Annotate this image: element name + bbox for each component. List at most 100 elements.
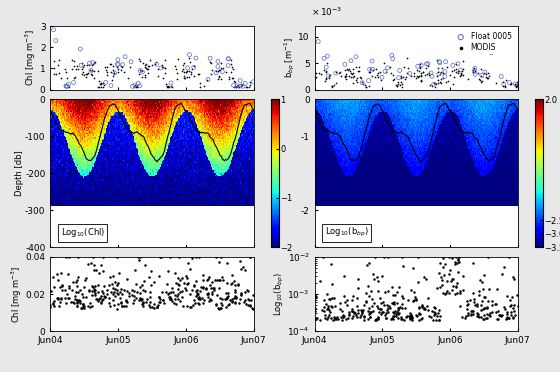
Point xyxy=(68,299,77,305)
Point xyxy=(339,293,348,299)
Point xyxy=(206,55,214,61)
Point xyxy=(332,70,340,76)
Point xyxy=(374,288,383,294)
Point xyxy=(447,68,456,74)
Point xyxy=(49,274,58,280)
Point xyxy=(474,76,483,82)
Point xyxy=(166,83,175,89)
Point xyxy=(81,275,90,281)
Point xyxy=(474,288,483,294)
Point xyxy=(74,254,83,260)
Point xyxy=(394,75,403,81)
Point xyxy=(231,295,240,301)
Point xyxy=(485,286,494,292)
Point xyxy=(403,70,412,76)
Point xyxy=(469,311,478,317)
Point xyxy=(388,300,396,306)
Point xyxy=(190,282,199,288)
Point xyxy=(479,70,488,76)
Point xyxy=(353,295,362,301)
Point xyxy=(201,285,210,291)
Point xyxy=(239,83,248,89)
Point xyxy=(236,78,245,84)
Point xyxy=(130,267,139,273)
Y-axis label: Chl [mg m$^{-3}$]: Chl [mg m$^{-3}$] xyxy=(24,29,39,86)
Point xyxy=(102,72,111,78)
Point xyxy=(73,296,82,302)
Point xyxy=(102,70,111,76)
Point xyxy=(513,303,522,309)
Point xyxy=(360,312,368,318)
Point xyxy=(94,78,103,84)
Point xyxy=(152,61,161,67)
Point xyxy=(412,296,421,302)
Point xyxy=(429,317,438,323)
Point xyxy=(109,285,118,291)
Point xyxy=(340,73,349,79)
Point xyxy=(69,80,78,86)
Point xyxy=(360,317,368,323)
Point xyxy=(457,314,466,320)
Point xyxy=(325,307,334,313)
Point xyxy=(72,279,81,285)
Point xyxy=(352,303,361,309)
Point xyxy=(388,72,397,78)
Point xyxy=(64,254,73,260)
Point xyxy=(99,254,108,260)
Point xyxy=(49,300,58,306)
Point xyxy=(178,288,187,294)
Legend: Float 0005, MODIS: Float 0005, MODIS xyxy=(451,30,514,54)
Point xyxy=(209,287,218,293)
Point xyxy=(106,83,115,89)
Point xyxy=(492,80,501,86)
Point xyxy=(99,84,108,90)
Point xyxy=(167,285,176,291)
Point xyxy=(362,299,371,305)
Point xyxy=(230,299,239,305)
Point xyxy=(80,283,88,289)
Point xyxy=(434,270,443,276)
Point xyxy=(128,292,137,298)
Point xyxy=(166,289,175,295)
Point xyxy=(406,73,415,78)
Point xyxy=(381,68,390,74)
Point xyxy=(217,300,226,306)
Point xyxy=(452,290,461,296)
Point xyxy=(458,72,467,78)
Point xyxy=(417,78,426,84)
Point xyxy=(477,298,486,304)
Point xyxy=(105,295,114,301)
Point xyxy=(138,288,147,294)
Point xyxy=(421,65,430,71)
Point xyxy=(228,272,237,278)
Point xyxy=(311,70,320,76)
Point xyxy=(85,286,94,292)
Point xyxy=(364,83,373,89)
Point xyxy=(154,302,163,308)
Point xyxy=(207,297,216,303)
Point xyxy=(351,310,360,316)
Point xyxy=(335,306,344,312)
Point xyxy=(81,71,90,77)
Point xyxy=(114,57,123,62)
Point xyxy=(62,83,71,89)
Point xyxy=(134,297,143,303)
Point xyxy=(404,312,413,318)
Point xyxy=(124,290,133,296)
Point xyxy=(461,313,470,319)
Point xyxy=(183,65,192,71)
Point xyxy=(381,69,390,75)
Point xyxy=(342,71,351,77)
Point xyxy=(353,307,362,313)
Point xyxy=(311,316,320,322)
Point xyxy=(448,255,457,261)
Point xyxy=(469,67,478,73)
Point xyxy=(494,312,503,318)
Point xyxy=(433,77,442,83)
Point xyxy=(475,77,484,83)
Point xyxy=(390,310,399,316)
Point xyxy=(167,298,176,304)
Point xyxy=(184,260,193,266)
Y-axis label: Depth [db]: Depth [db] xyxy=(15,150,24,196)
Point xyxy=(128,287,137,293)
